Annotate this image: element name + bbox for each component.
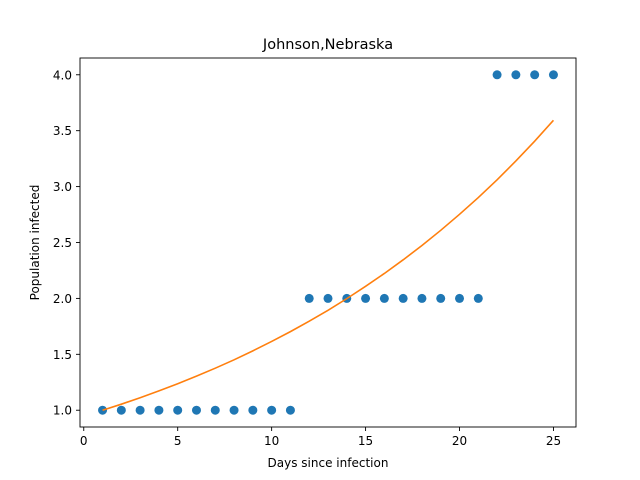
- scatter-point-17: [417, 293, 427, 303]
- y-tick-label-2: 2.0: [53, 292, 72, 306]
- x-tick-label-1: 5: [174, 434, 182, 448]
- y-tick-label-6: 4.0: [53, 68, 72, 82]
- axes-layer: 0 5 10 15 20 25 1.0 1.5 2.0 2.5 3.0 3.5 4.0: [53, 57, 577, 448]
- x-tick-label-4: 20: [452, 434, 467, 448]
- x-tick-label-0: 0: [80, 434, 88, 448]
- scatter-point-16: [398, 293, 408, 303]
- series-layer: [98, 70, 558, 415]
- scatter-point-15: [379, 293, 389, 303]
- x-tick-label-5: 25: [546, 434, 561, 448]
- scatter-point-0: [98, 405, 108, 415]
- fit-curve-line: [102, 119, 555, 411]
- scatter-point-20: [473, 293, 483, 303]
- y-tick-label-4: 3.0: [53, 180, 72, 194]
- scatter-point-12: [323, 293, 333, 303]
- scatter-point-14: [361, 293, 371, 303]
- y-tick-label-3: 2.5: [53, 236, 72, 250]
- scatter-point-8: [248, 405, 258, 415]
- scatter-point-23: [530, 70, 540, 80]
- plot-background: [80, 58, 576, 427]
- y-tick-label-1: 1.5: [53, 348, 72, 362]
- chart-title: Johnson,Nebraska: [262, 37, 393, 53]
- x-axis-label: Days since infection: [268, 456, 389, 470]
- scatter-point-10: [285, 405, 295, 415]
- scatter-point-22: [511, 70, 521, 80]
- scatter-point-5: [191, 405, 201, 415]
- y-axis-label: Population infected: [28, 185, 42, 301]
- y-tick-label-5: 3.5: [53, 124, 72, 138]
- scatter-point-3: [154, 405, 164, 415]
- scatter-point-7: [229, 405, 239, 415]
- scatter-point-11: [304, 293, 314, 303]
- scatter-point-18: [436, 293, 446, 303]
- scatter-point-21: [492, 70, 502, 80]
- scatter-point-1: [116, 405, 126, 415]
- scatter-point-9: [267, 405, 277, 415]
- y-tick-label-0: 1.0: [53, 404, 72, 418]
- scatter-point-2: [135, 405, 145, 415]
- scatter-point-4: [173, 405, 183, 415]
- x-tick-label-2: 10: [264, 434, 279, 448]
- scatter-point-6: [210, 405, 220, 415]
- scatter-point-24: [548, 70, 558, 80]
- scatter-point-19: [455, 293, 465, 303]
- x-tick-label-3: 15: [358, 434, 373, 448]
